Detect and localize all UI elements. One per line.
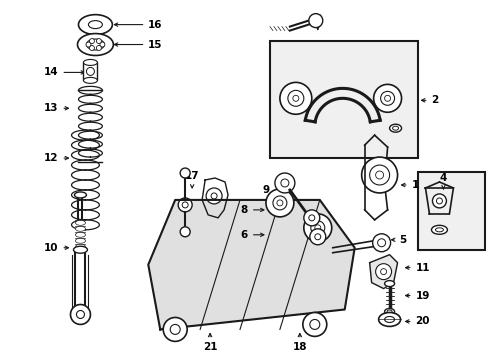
- Circle shape: [265, 189, 293, 217]
- Ellipse shape: [83, 77, 97, 84]
- Circle shape: [274, 173, 294, 193]
- Text: 19: 19: [405, 291, 429, 301]
- Circle shape: [372, 234, 390, 252]
- Ellipse shape: [75, 226, 85, 231]
- Circle shape: [303, 214, 331, 242]
- Ellipse shape: [384, 309, 394, 315]
- Ellipse shape: [77, 33, 113, 55]
- Text: 10: 10: [44, 243, 68, 253]
- Circle shape: [309, 319, 319, 329]
- Ellipse shape: [389, 124, 401, 132]
- Circle shape: [314, 234, 320, 240]
- Ellipse shape: [75, 238, 85, 243]
- Text: 18: 18: [292, 333, 306, 352]
- Circle shape: [309, 229, 325, 245]
- Ellipse shape: [435, 228, 443, 232]
- Circle shape: [178, 198, 192, 212]
- Circle shape: [431, 194, 446, 208]
- Ellipse shape: [83, 59, 97, 66]
- Ellipse shape: [392, 126, 398, 130]
- Circle shape: [279, 82, 311, 114]
- Text: 20: 20: [405, 316, 429, 327]
- Circle shape: [302, 312, 326, 336]
- Ellipse shape: [384, 316, 394, 323]
- Ellipse shape: [384, 280, 394, 287]
- Text: 2: 2: [421, 95, 438, 105]
- Circle shape: [163, 318, 187, 341]
- Bar: [417, 172, 484, 250]
- Text: 13: 13: [44, 103, 68, 113]
- Circle shape: [314, 225, 320, 231]
- Circle shape: [100, 42, 105, 47]
- Circle shape: [377, 239, 385, 247]
- Circle shape: [89, 45, 94, 50]
- Circle shape: [276, 200, 283, 206]
- Text: 8: 8: [240, 205, 264, 215]
- Circle shape: [182, 202, 188, 208]
- Circle shape: [369, 165, 389, 185]
- Circle shape: [287, 90, 303, 106]
- Ellipse shape: [75, 232, 85, 237]
- Ellipse shape: [74, 192, 86, 198]
- Circle shape: [436, 198, 442, 204]
- Ellipse shape: [75, 244, 85, 249]
- Text: 5: 5: [391, 235, 406, 245]
- Bar: [269, 41, 417, 158]
- Circle shape: [272, 196, 286, 210]
- Bar: [83, 62, 97, 80]
- Ellipse shape: [430, 225, 447, 234]
- Text: 14: 14: [44, 67, 84, 77]
- Text: 16: 16: [114, 19, 163, 30]
- Circle shape: [180, 168, 190, 178]
- Circle shape: [89, 39, 94, 44]
- Circle shape: [308, 14, 322, 28]
- Ellipse shape: [86, 39, 104, 50]
- Text: 7: 7: [313, 215, 321, 231]
- Circle shape: [70, 305, 90, 324]
- Circle shape: [380, 91, 394, 105]
- Text: 9: 9: [262, 185, 285, 195]
- Circle shape: [170, 324, 180, 334]
- Text: 1: 1: [401, 180, 418, 190]
- Text: 12: 12: [44, 153, 68, 163]
- Circle shape: [375, 171, 383, 179]
- Circle shape: [303, 210, 319, 226]
- Ellipse shape: [78, 15, 112, 35]
- Ellipse shape: [378, 312, 400, 327]
- Text: 3: 3: [313, 14, 321, 30]
- Ellipse shape: [88, 21, 102, 28]
- Polygon shape: [369, 255, 397, 289]
- Circle shape: [76, 310, 84, 319]
- Text: 15: 15: [114, 40, 163, 50]
- Circle shape: [361, 157, 397, 193]
- Polygon shape: [148, 200, 354, 329]
- Circle shape: [310, 221, 324, 235]
- Circle shape: [292, 95, 298, 101]
- Text: 21: 21: [203, 333, 217, 352]
- Ellipse shape: [75, 220, 85, 225]
- Circle shape: [205, 188, 222, 204]
- Text: 4: 4: [439, 173, 446, 189]
- Ellipse shape: [386, 310, 391, 313]
- Circle shape: [86, 67, 94, 75]
- Circle shape: [384, 95, 390, 101]
- Circle shape: [375, 264, 391, 280]
- Circle shape: [86, 42, 91, 47]
- Circle shape: [373, 84, 401, 112]
- Circle shape: [211, 193, 217, 199]
- Circle shape: [96, 39, 101, 44]
- Ellipse shape: [73, 246, 87, 253]
- Circle shape: [280, 179, 288, 187]
- Circle shape: [308, 215, 314, 221]
- Text: 11: 11: [405, 263, 429, 273]
- Circle shape: [96, 45, 101, 50]
- Circle shape: [380, 269, 386, 275]
- Text: 17: 17: [184, 171, 199, 188]
- Text: 6: 6: [240, 230, 264, 240]
- Circle shape: [180, 227, 190, 237]
